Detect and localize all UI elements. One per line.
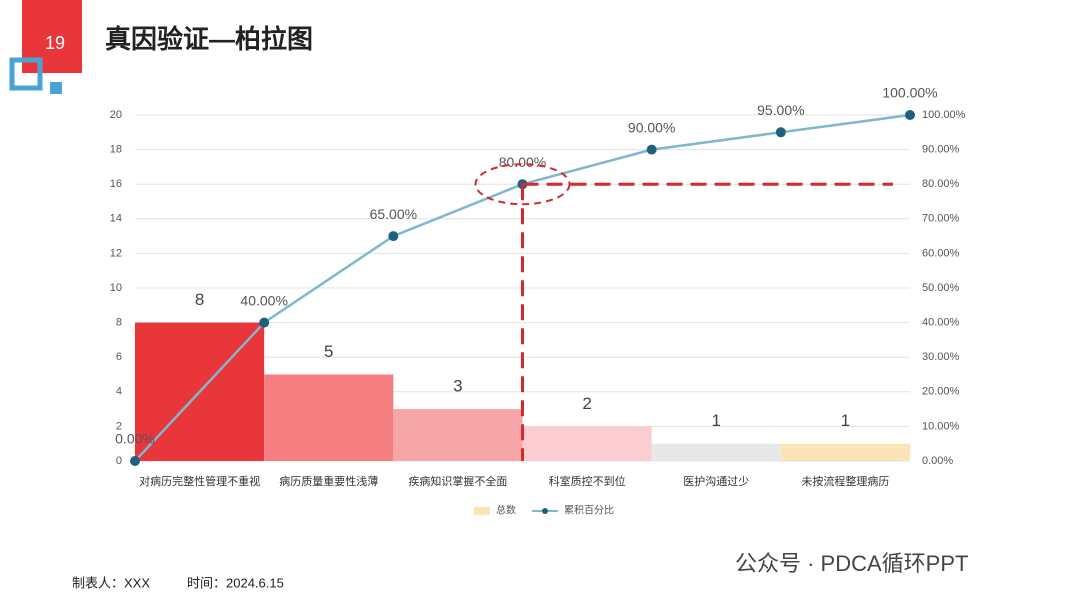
y2-tick-label: 80.00%	[922, 178, 960, 190]
bar-value-label: 1	[841, 411, 850, 430]
y-tick-label: 12	[110, 247, 122, 259]
y-tick-label: 8	[116, 317, 122, 329]
line-value-label: 100.00%	[882, 85, 937, 101]
legend-label: 总数	[496, 504, 516, 517]
y2-tick-label: 90.00%	[922, 144, 960, 156]
bar	[522, 426, 652, 461]
line-value-label: 0.00%	[115, 431, 155, 447]
y2-tick-label: 70.00%	[922, 213, 960, 225]
line-marker	[646, 144, 657, 155]
x-tick-label: 疾病知识掌握不全面	[408, 474, 507, 488]
y-tick-label: 4	[116, 386, 122, 398]
time: 时间：2024.6.15	[187, 575, 284, 590]
maker: 制表人：XXX	[72, 575, 150, 590]
slide-title: 真因验证—柏拉图	[105, 24, 313, 54]
bar-value-label: 8	[195, 290, 204, 309]
deco-square	[50, 82, 62, 94]
y2-tick-label: 100.00%	[922, 109, 966, 121]
x-tick-label: 病历质量重要性浅薄	[279, 474, 378, 488]
y-tick-label: 0	[116, 455, 122, 467]
bar	[393, 409, 523, 461]
x-tick-label: 对病历完整性管理不重视	[139, 474, 260, 488]
y2-tick-label: 0.00%	[922, 455, 953, 467]
y-tick-label: 20	[110, 109, 122, 121]
bar	[651, 443, 781, 461]
y2-tick-label: 60.00%	[922, 247, 960, 259]
annotation-ellipse	[474, 163, 571, 206]
y2-tick-label: 40.00%	[922, 317, 960, 329]
x-tick-label: 科室质控不到位	[549, 474, 626, 488]
deco-square	[9, 57, 43, 91]
legend-marker	[542, 508, 548, 514]
y-tick-label: 18	[110, 144, 122, 156]
line-marker	[388, 231, 399, 242]
y2-tick-label: 10.00%	[922, 420, 960, 432]
line-value-label: 95.00%	[757, 102, 804, 118]
y-tick-label: 2	[116, 420, 122, 432]
bar-value-label: 3	[453, 377, 462, 396]
x-tick-label: 医护沟通过少	[683, 474, 749, 488]
y-tick-label: 10	[110, 282, 122, 294]
bar-value-label: 2	[582, 394, 591, 413]
slide-number: 19	[45, 33, 65, 53]
legend-label: 累积百分比	[564, 505, 614, 517]
bar	[780, 443, 910, 461]
y-tick-label: 6	[116, 351, 122, 363]
line-marker	[905, 110, 915, 120]
y2-tick-label: 30.00%	[922, 351, 960, 363]
line-value-label: 40.00%	[240, 292, 287, 308]
y-tick-label: 16	[110, 178, 122, 190]
line-value-label: 65.00%	[370, 206, 417, 222]
watermark: 公众号 · PDCA循环PPT	[735, 551, 968, 576]
line-value-label: 80.00%	[499, 154, 546, 170]
line-marker	[775, 127, 786, 138]
y-tick-label: 14	[110, 213, 122, 225]
bar	[264, 374, 394, 461]
line-value-label: 90.00%	[628, 119, 675, 135]
bar-value-label: 1	[712, 411, 721, 430]
bar-value-label: 5	[324, 342, 333, 361]
x-tick-label: 未按流程整理病历	[801, 474, 889, 488]
line-marker	[259, 317, 270, 328]
y2-tick-label: 20.00%	[922, 386, 960, 398]
y2-tick-label: 50.00%	[922, 282, 960, 294]
line-marker	[130, 456, 140, 466]
legend-swatch	[474, 507, 490, 515]
